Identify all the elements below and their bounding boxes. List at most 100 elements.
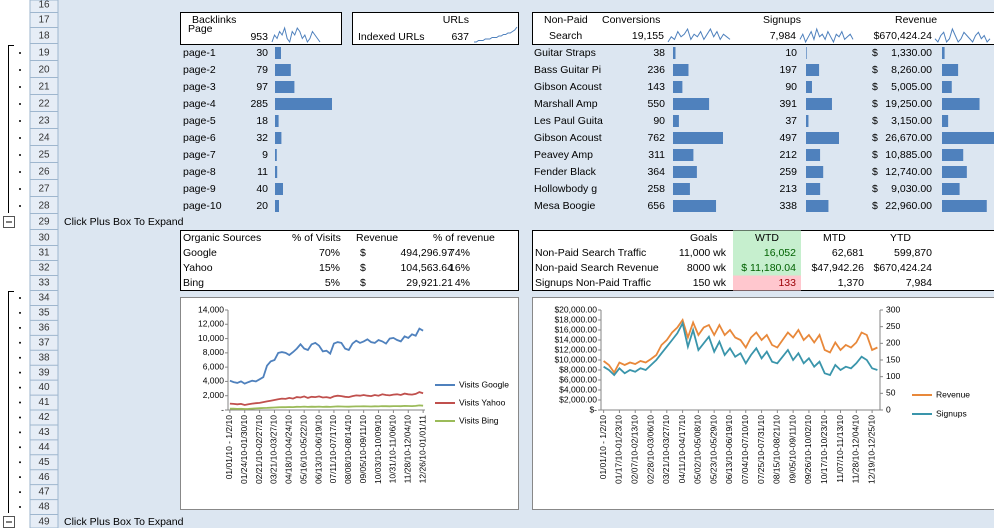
row-number: 47 [38,487,50,498]
data-bar [275,166,278,178]
data-bar [942,149,964,161]
row-number: 42 [38,412,50,423]
row-number: 39 [38,367,50,378]
wtd-cell [733,260,801,276]
organic-box [180,230,519,291]
conversions-total: 19,155 [632,30,664,42]
outline-dot [19,103,21,105]
x-tick-label: 08/08/10-08/14/10 [343,415,353,484]
data-bar [806,183,821,195]
y-tick-label: 14,000 [198,304,224,314]
data-bar [275,81,295,93]
row-number: 49 [38,517,50,528]
revenue-amount: 5,005.00 [891,81,932,93]
x-tick-label: 06/13/10-06/19/10 [724,415,734,484]
y-tick-label: 10,000 [198,333,224,343]
outline-dot [19,476,21,479]
product-name: Guitar Straps [534,47,596,59]
revenue-amount: 10,885.00 [885,149,932,161]
y-tick-label: $20,000.00 [554,304,597,314]
signup-count: 497 [779,132,797,144]
conversion-count: 364 [647,166,665,178]
collapse-button[interactable] [3,216,15,228]
data-bar [673,166,697,178]
data-bar [806,98,832,110]
outline-dot [19,171,21,173]
currency: $ [872,64,878,76]
outline-dot [19,506,21,509]
product-name: Gibson Acoust [534,81,602,93]
signup-count: 37 [785,115,797,127]
page-name: page-7 [183,149,216,161]
page-name: page-6 [183,132,216,144]
backlinks-title: Backlinks [192,14,236,26]
row-number: 33 [38,278,50,289]
data-bar [942,81,952,93]
signups-title: Signups [763,14,801,26]
x-tick-label: 06/13/10-06/19/10 [313,415,323,484]
product-name: Fender Black [534,166,597,178]
row-number: 38 [38,352,50,363]
goal-target: 8000 wk [687,262,727,274]
table-header: % of revenue [433,232,495,244]
wtd-cell [733,245,801,261]
goal-ytd: 599,870 [894,247,932,259]
conversion-count: 762 [647,132,665,144]
y-tick-label: $12,000.00 [554,344,597,354]
row-number: 29 [38,217,50,228]
revenue-pct: 16% [449,262,470,274]
outline-dot [19,137,21,139]
page-name: page-10 [183,200,222,212]
outline-dot [19,297,21,299]
currency: $ [872,183,878,195]
conversion-count: 311 [648,149,665,161]
currency: $ [872,166,878,178]
outline-dot [19,86,21,88]
currency: $ [360,262,366,274]
data-bar [806,200,829,212]
source-revenue: 29,921.21 [406,277,453,289]
data-bar [942,47,945,59]
y-tick-label: - [221,404,224,414]
source-revenue: 104,563.64 [400,262,453,274]
page-name: page-9 [183,183,216,195]
wtd-header-cell [733,230,801,246]
y-tick-label: 8,000 [203,347,225,357]
outline-dot [19,431,21,434]
product-name: Gibson Acoust [534,132,602,144]
y-tick-label: $14,000.00 [554,334,597,344]
visits-pct: 15% [319,262,340,274]
page-name: page-8 [183,166,216,178]
data-bar [806,64,820,76]
backlink-count: 18 [256,115,268,127]
row-number: 31 [38,248,50,259]
goal-target: 150 wk [693,277,727,289]
outline-dot [19,154,21,156]
currency: $ [872,149,878,161]
row-number: 18 [38,31,50,42]
row-number: 26 [38,167,50,178]
backlinks-box [180,12,342,45]
sparkline [474,26,518,43]
visits-pct: 70% [319,247,340,259]
sparkline [799,27,854,44]
signup-count: 259 [779,166,797,178]
revenue-amount: 1,330.00 [891,47,932,59]
outline-dot [19,120,21,122]
x-tick-label: 04/18/10-04/24/10 [284,415,294,484]
conversions-title: Conversions [602,14,660,26]
x-tick-label: 11/28/10-12/04/10 [403,415,413,484]
goal-ytd: $670,424.24 [874,262,933,274]
signup-count: 197 [779,64,797,76]
backlink-count: 9 [262,149,268,161]
x-tick-label: 12/26/10-01/01/11 [417,415,427,484]
page-name: page-3 [183,81,216,93]
x-tick-label: 12/19/10-12/25/10 [866,415,876,484]
data-bar [673,132,723,144]
y-tick-label: 4,000 [203,376,225,386]
currency: $ [872,200,878,212]
x-tick-label: 01/01/10 - 1/2/10 [224,415,234,480]
collapse-button[interactable] [3,516,15,528]
data-bar [275,183,283,195]
